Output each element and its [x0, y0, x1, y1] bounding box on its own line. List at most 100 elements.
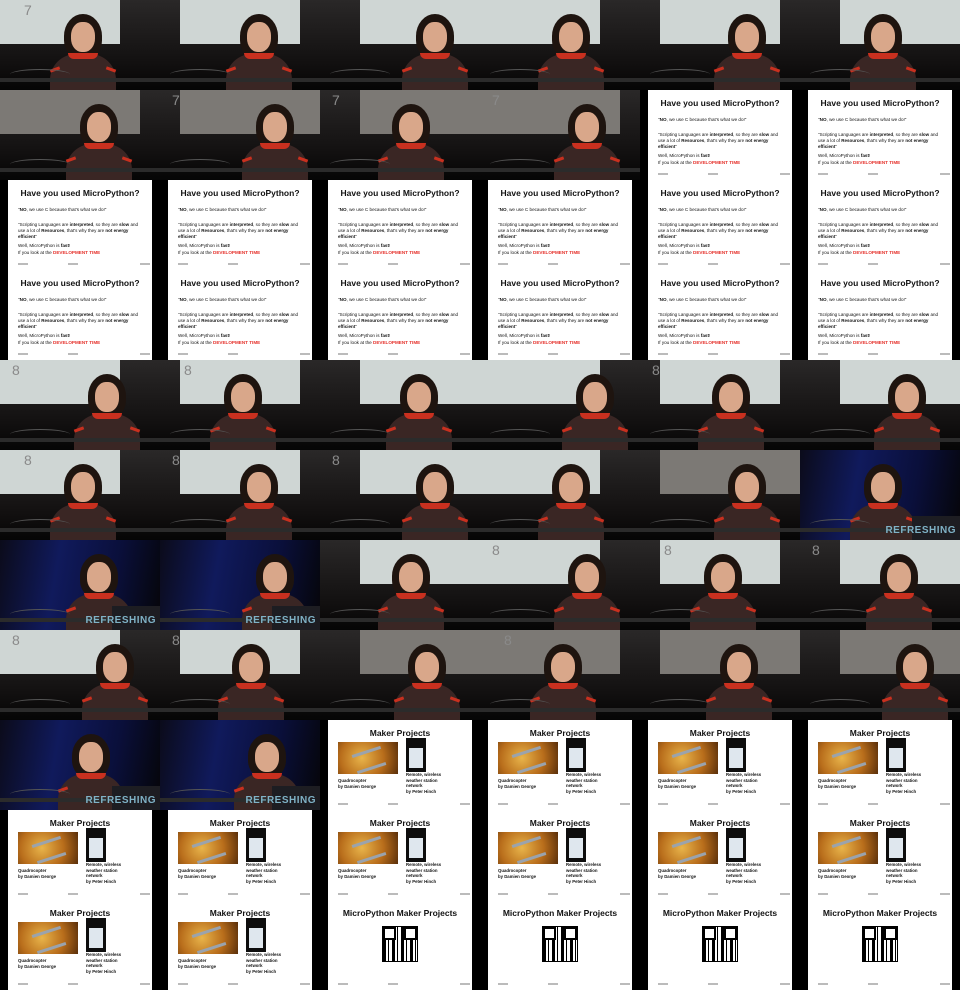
slide-number-on-screen: 8 [492, 542, 500, 558]
text-span: ! [229, 333, 230, 338]
slide-answer: "NO, we use C because that's what we do!… [338, 207, 426, 212]
caption-weather-station: Remote, wirelessweather stationnetworkby… [726, 772, 776, 794]
weather-station-screen [409, 748, 423, 768]
footer-mark [818, 173, 828, 175]
speaker-face [551, 652, 575, 682]
speaker-collar [244, 53, 274, 59]
slide-frame: Have you used MicroPython?"NO, we use C … [800, 90, 960, 180]
text-span: slow [919, 222, 929, 227]
slide-quote: "Scripting Languages are interpreted, so… [338, 312, 464, 330]
slide-quote: "Scripting Languages are interpreted, so… [178, 222, 304, 240]
speaker-collar [396, 593, 426, 599]
footer-mark [620, 263, 630, 265]
slide-footer [338, 803, 464, 806]
text-span: "Scripting Languages are [498, 222, 550, 227]
speaker-face [247, 472, 271, 502]
slide-answer: "NO, we use C because that's what we do!… [658, 297, 746, 302]
caption-quadrocopter: Quadrocopterby Damien George [178, 868, 216, 879]
slide-frame: Have you used MicroPython?"NO, we use C … [480, 180, 640, 270]
stage-brand-text: REFRESHING [245, 615, 316, 626]
cable [810, 609, 870, 620]
bold-no: NO [20, 297, 27, 302]
text-span: If you look at the [178, 250, 213, 255]
text-span: fast [61, 333, 69, 338]
text-span: , so they are [893, 222, 919, 227]
slide-title: Maker Projects [648, 728, 792, 738]
talk-frame [800, 630, 960, 720]
text-span: interpreted [70, 222, 94, 227]
footer-mark [498, 353, 508, 355]
caption-line: by Damien George [818, 874, 856, 880]
footer-mark [140, 983, 150, 985]
devtime-highlight: DEVELOPMENT TIME [373, 250, 420, 255]
slide-footer [338, 353, 464, 356]
footer-mark [460, 263, 470, 265]
footer-mark [498, 893, 508, 895]
bold-no: NO [180, 207, 187, 212]
devtime-highlight: DEVELOPMENT TIME [373, 340, 420, 345]
weather-station-screen [569, 838, 583, 858]
text-span: If you look at the [18, 340, 53, 345]
cable [810, 699, 870, 710]
text-span: Resources [521, 318, 544, 323]
cable [10, 159, 70, 170]
text-span: , we use C because that's what we do!" [667, 117, 747, 122]
speaker-collar [868, 503, 898, 509]
text-span: , that's why they are [384, 318, 425, 323]
footer-mark [658, 353, 668, 355]
caption-line: by Peter Hinch [726, 879, 776, 885]
slide-line-devtime: If you look at the DEVELOPMENT TIME [178, 250, 260, 255]
text-span: ! [869, 153, 870, 158]
cable [10, 69, 70, 80]
text-span: If you look at the [498, 340, 533, 345]
footer-mark [498, 803, 508, 805]
text-span: If you look at the [818, 250, 853, 255]
footer-mark [68, 263, 78, 265]
caption-line: by Damien George [18, 874, 56, 880]
weather-station-screen [249, 928, 263, 948]
text-span: Resources [41, 318, 64, 323]
text-span: "Scripting Languages are [818, 132, 870, 137]
slide-answer: "NO, we use C because that's what we do!… [818, 117, 906, 122]
text-span: " [195, 234, 197, 239]
slide-frame: MicroPython Maker Projects [640, 900, 800, 990]
talk-frame: 8 [480, 630, 640, 720]
text-span: fast [381, 243, 389, 248]
slide-line-fast: Well, MicroPython is fast! [178, 243, 230, 248]
caption-weather-station: Remote, wirelessweather stationnetworkby… [566, 772, 616, 794]
weather-station-screen [569, 748, 583, 768]
slide-footer [658, 983, 784, 986]
slide-qr: MicroPython Maker Projects [328, 900, 472, 990]
slide-maker-projects: Maker ProjectsQuadrocopterby Damien Geor… [808, 720, 952, 810]
text-span: ! [869, 243, 870, 248]
text-span: " [355, 234, 357, 239]
text-span: "Scripting Languages are [818, 222, 870, 227]
slide-frame: Have you used MicroPython?"NO, we use C … [160, 270, 320, 360]
speaker-face [423, 22, 447, 52]
slide-answer: "NO, we use C because that's what we do!… [178, 207, 266, 212]
slide-number-on-screen: 8 [12, 632, 20, 648]
text-span: interpreted [710, 312, 734, 317]
caption-line: by Damien George [818, 784, 856, 790]
text-span: , that's why they are [864, 228, 905, 233]
speaker-face [103, 652, 127, 682]
slide-title: MicroPython Maker Projects [648, 908, 792, 918]
caption-weather-station: Remote, wirelessweather stationnetworkby… [886, 862, 936, 884]
footer-mark [300, 263, 310, 265]
text-span: Resources [681, 228, 704, 233]
text-span: fast [701, 243, 709, 248]
speaker-body [554, 144, 620, 180]
footer-mark [780, 353, 790, 355]
footer-mark [178, 983, 188, 985]
slide-number-on-screen: 8 [812, 542, 820, 558]
qr-code [543, 927, 577, 961]
footer-mark [68, 983, 78, 985]
slide-frame: Maker ProjectsQuadrocopterby Damien Geor… [320, 810, 480, 900]
speaker-face [727, 652, 751, 682]
speaker-collar [556, 503, 586, 509]
slide-frame: Maker ProjectsQuadrocopterby Damien Geor… [640, 720, 800, 810]
talk-frame [480, 360, 640, 450]
talk-frame [480, 450, 640, 540]
text-span: " [835, 144, 837, 149]
slide-frame: Have you used MicroPython?"NO, we use C … [640, 270, 800, 360]
